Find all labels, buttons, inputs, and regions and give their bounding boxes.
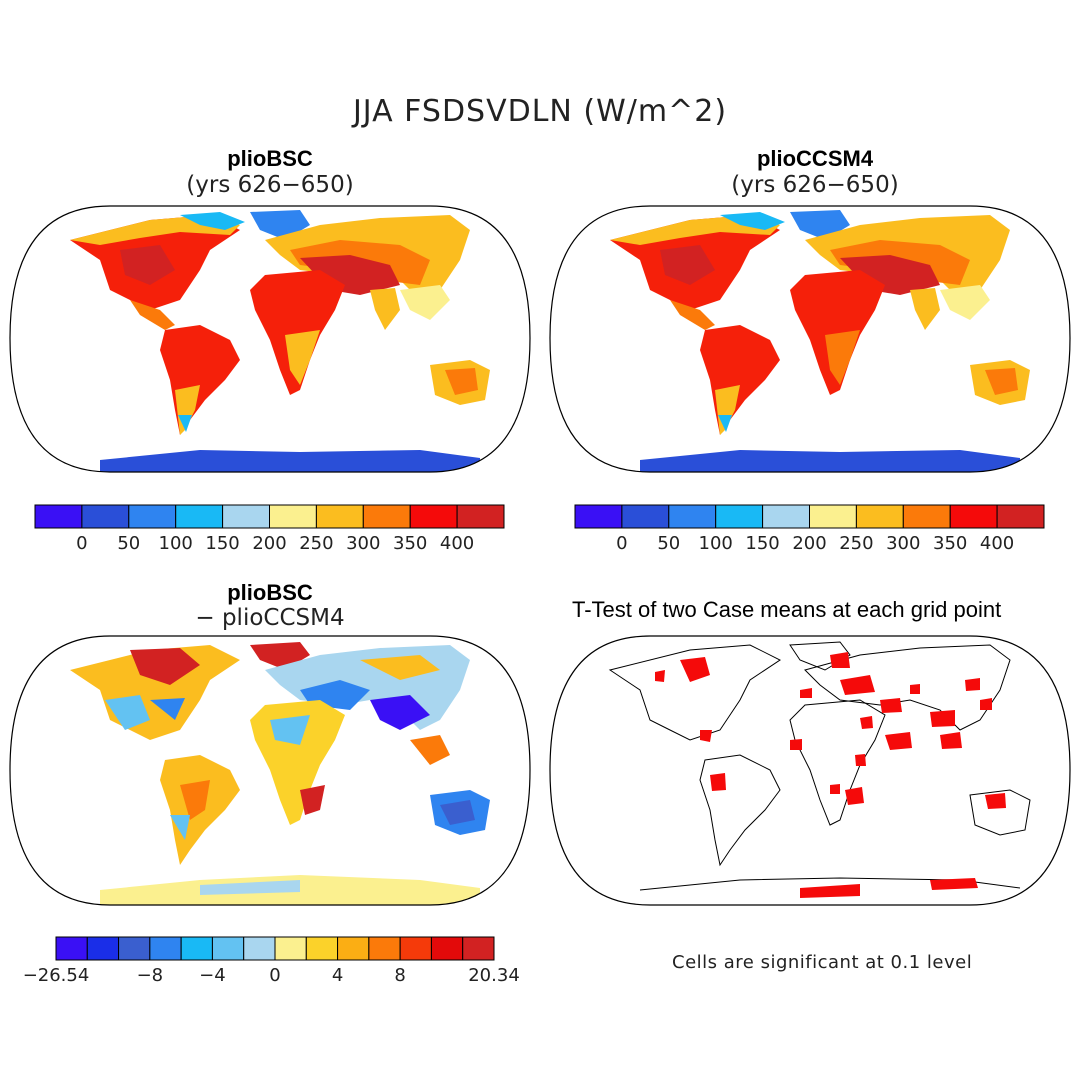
colorbar-swatch: [34, 504, 83, 529]
colorbar-swatch: [368, 936, 401, 961]
panel-subtitle-plio-bsc: (yrs 626−650): [186, 172, 354, 198]
colorbar-tick-label: 150: [205, 533, 239, 554]
colorbar-swatch: [399, 936, 432, 961]
colorbar-tick-label: 350: [393, 533, 427, 554]
colorbar-swatch: [211, 936, 245, 961]
colorbar-swatch: [243, 936, 276, 961]
colorbar-difference: −26.54 −8 −4 0 4 8 20.34: [23, 936, 520, 986]
panel-title-plio-ccsm4: plioCCSM4: [756, 146, 874, 171]
panel-subtitle-plio-ccsm4: (yrs 626−650): [731, 172, 899, 198]
colorbar-tick-label: 400: [440, 533, 474, 554]
panel-title-difference: plioBSC: [227, 580, 313, 605]
colorbar-swatch: [809, 504, 857, 529]
colorbar-swatch: [362, 504, 411, 529]
colorbar-tick-label: −4: [199, 965, 226, 986]
colorbar-tick-label: 250: [299, 533, 333, 554]
colorbar-swatch: [337, 936, 370, 961]
colorbar-tick-label: 100: [699, 533, 733, 554]
colorbar-swatch: [128, 504, 177, 529]
colorbar-swatch: [305, 936, 339, 961]
colorbar-swatch: [81, 504, 130, 529]
land-fill-difference: [70, 642, 490, 905]
colorbar-swatch: [222, 504, 271, 529]
colorbar-tick-label: −26.54: [23, 965, 90, 986]
colorbar-swatch: [855, 504, 904, 529]
colorbar-swatch: [949, 504, 998, 529]
colorbar-tick-label: 0: [616, 533, 627, 554]
colorbar-tick-label: 300: [346, 533, 380, 554]
colorbar-tick-label: 50: [657, 533, 680, 554]
significance-note: Cells are significant at 0.1 level: [672, 952, 973, 973]
colorbar-tick-label: 300: [886, 533, 920, 554]
colorbar-tick-label: −8: [137, 965, 164, 986]
colorbar-swatch: [715, 504, 764, 529]
map-frame: [549, 205, 1071, 473]
colorbar-tick-label: 20.34: [468, 965, 520, 986]
colorbar-swatch: [180, 936, 213, 961]
colorbar-tick-label: 100: [159, 533, 193, 554]
colorbar-swatch: [574, 504, 623, 529]
coastlines-ttest: [608, 641, 1031, 891]
colorbar-swatch: [430, 936, 464, 961]
colorbar-tick-label: 0: [269, 965, 280, 986]
colorbar-tick-label: 50: [117, 533, 140, 554]
colorbar-swatch: [621, 504, 670, 529]
colorbar-tick-label: 0: [76, 533, 87, 554]
colorbar-plio-ccsm4: 0 50 100 150 200 250 300 350 400: [574, 504, 1045, 554]
colorbar-swatch: [462, 936, 495, 961]
map-frame: [549, 635, 1071, 906]
colorbar-swatch: [315, 504, 364, 529]
panel-title-ttest: T-Test of two Case means at each grid po…: [572, 597, 1002, 622]
panel-subtitle-difference: − plioCCSM4: [195, 605, 345, 631]
land-fill-plio-ccsm4: [610, 210, 1030, 472]
colorbar-swatch: [86, 936, 120, 961]
colorbar-tick-label: 400: [980, 533, 1014, 554]
colorbar-swatch: [175, 504, 224, 529]
colorbar-swatch: [55, 936, 88, 961]
colorbar-tick-label: 200: [252, 533, 286, 554]
colorbar-swatch: [456, 504, 505, 529]
land-fill-plio-bsc: [70, 210, 490, 472]
panel-title-plio-bsc: plioBSC: [227, 146, 313, 171]
map-frame: [9, 205, 531, 473]
colorbar-plio-bsc: 0 50 100 150 200 250 300 350 400: [34, 504, 505, 554]
colorbar-swatch: [902, 504, 951, 529]
colorbar-tick-label: 200: [792, 533, 826, 554]
figure-title: JJA FSDSVDLN (W/m^2): [352, 94, 728, 129]
colorbar-swatch: [996, 504, 1045, 529]
colorbar-swatch: [762, 504, 811, 529]
colorbar-swatch: [118, 936, 151, 961]
colorbar-tick-label: 8: [394, 965, 405, 986]
colorbar-tick-label: 150: [745, 533, 779, 554]
map-frame: [9, 635, 531, 906]
colorbar-tick-label: 250: [839, 533, 873, 554]
colorbar-swatch: [149, 936, 182, 961]
significant-cells: [655, 652, 1006, 898]
colorbar-swatch: [409, 504, 458, 529]
colorbar-swatch: [274, 936, 307, 961]
colorbar-swatch: [668, 504, 717, 529]
colorbar-tick-label: 4: [332, 965, 343, 986]
colorbar-swatch: [269, 504, 317, 529]
colorbar-tick-label: 350: [933, 533, 967, 554]
